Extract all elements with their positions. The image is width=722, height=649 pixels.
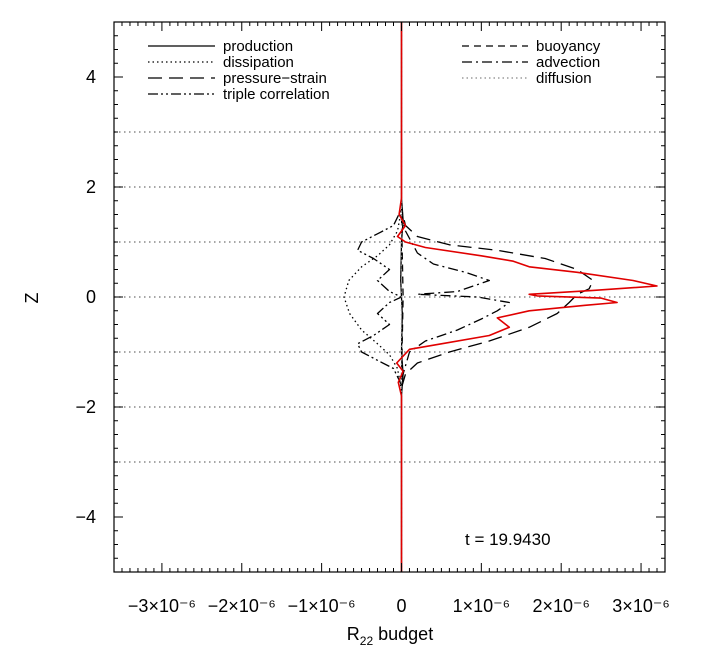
- y-tick-label: −4: [75, 507, 96, 527]
- series-layer: [343, 22, 658, 572]
- legend-label: production: [223, 38, 293, 55]
- time-annotation: t = 19.9430: [465, 530, 551, 549]
- x-tick-label: 3×10⁻⁶: [612, 596, 669, 616]
- x-tick-label: 2×10⁻⁶: [532, 596, 589, 616]
- x-axis-title: R22 budget: [347, 624, 433, 648]
- grid-layer: [114, 131, 665, 463]
- legend-label: dissipation: [223, 54, 294, 71]
- x-tick-label: −3×10⁻⁶: [128, 596, 196, 616]
- y-tick-label: 0: [86, 287, 96, 307]
- x-axis-title-subscript: 22: [360, 634, 374, 648]
- legend-layer: productiondissipationpressure−straintrip…: [148, 38, 601, 103]
- legend-label: pressure−strain: [223, 70, 327, 87]
- legend-label: diffusion: [536, 70, 592, 87]
- series-advection: [400, 214, 510, 380]
- x-tick-label: −1×10⁻⁶: [288, 596, 356, 616]
- legend-label: advection: [536, 54, 600, 71]
- series-total: [395, 22, 658, 572]
- y-tick-label: 4: [86, 67, 96, 87]
- axis-layer: −4 −2 0 2 4 −3×10⁻⁶ −2×10⁻⁶ −1×10⁻⁶ 0 1×10⁻⁶ 2×10⁻…: [75, 21, 670, 616]
- y-tick-label: −2: [75, 397, 96, 417]
- x-tick-label: 1×10⁻⁶: [453, 596, 510, 616]
- y-tick-label: 2: [86, 177, 96, 197]
- series-dissipation: [343, 208, 403, 391]
- y-axis-title: Z: [22, 293, 42, 304]
- legend-label: buoyancy: [536, 38, 601, 55]
- x-axis-title-main: R: [347, 624, 360, 644]
- legend-label: triple correlation: [223, 86, 330, 103]
- x-axis-title-rest: budget: [373, 624, 433, 644]
- x-tick-label: −2×10⁻⁶: [208, 596, 276, 616]
- x-tick-label: 0: [396, 596, 406, 616]
